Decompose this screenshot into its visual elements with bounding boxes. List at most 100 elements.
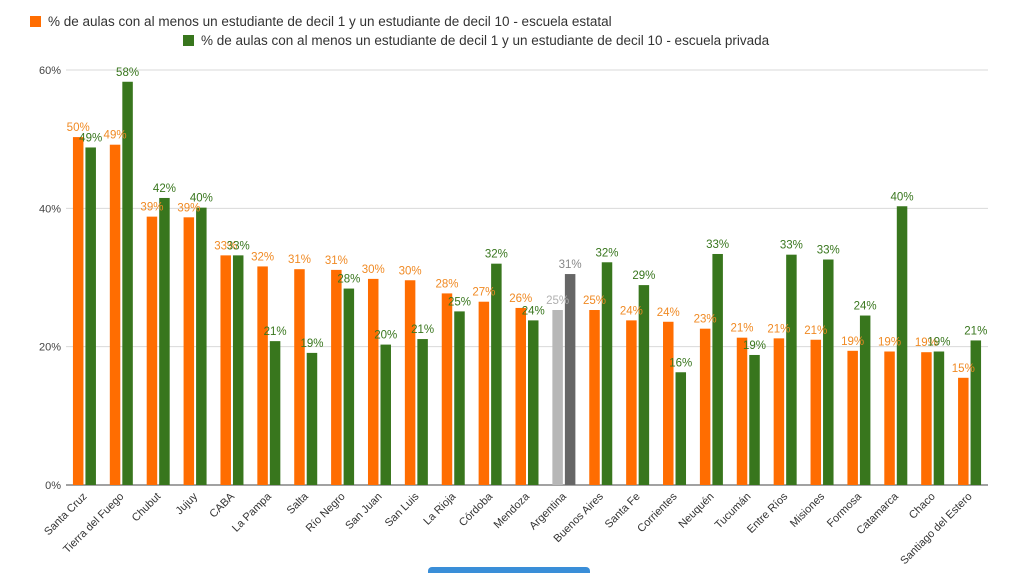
bar-estatal [441,293,453,485]
bar-estatal [367,278,379,485]
bar-estatal [404,280,416,485]
data-label-privada: 21% [411,324,434,336]
bar-estatal [773,338,785,485]
bar-privada [306,352,318,485]
bar-privada [454,311,465,485]
x-tick-label: Corrientes [635,490,680,535]
bar-estatal [72,137,84,485]
data-label-estatal: 32% [251,251,274,263]
bar-estatal [478,301,490,485]
data-label-privada: 21% [964,325,987,337]
data-label-privada: 21% [264,326,287,338]
data-label-estatal: 24% [657,307,680,319]
bar-privada [491,263,502,485]
data-label-estatal: 24% [620,305,643,317]
x-tick-label: Santiago del Estero [898,491,974,567]
bar-estatal [699,328,711,485]
data-label-privada: 24% [854,301,877,313]
bar-privada [417,339,428,485]
data-label-privada: 24% [522,305,545,317]
bar-privada [232,255,244,485]
data-label-estatal: 21% [731,323,754,335]
data-label-estatal: 33% [214,240,237,252]
bar-privada [159,197,170,486]
bar-estatal [589,310,600,485]
chart-legend: % de aulas con al menos un estudiante de… [30,12,769,50]
bar-privada [823,259,834,485]
bar-privada [933,351,945,485]
data-label-privada: 33% [706,239,729,251]
data-label-privada: 32% [485,249,508,261]
grid-lines [66,69,988,486]
bar-privada [528,320,539,485]
bar-estatal [884,351,895,485]
bar-privada [712,253,723,485]
y-axis: 0% 20% 40% 60% [39,65,61,492]
bar-privada [970,340,982,485]
data-label-estatal: 28% [435,278,458,290]
x-tick-label: Chaco [907,491,938,522]
data-label-privada: 49% [79,132,102,144]
bar-estatal [847,350,858,485]
bar-estatal [921,352,932,485]
data-label-privada: 31% [559,259,582,271]
bar-privada [85,147,96,485]
y-tick-label: 60% [39,65,61,77]
x-tick-label: Mendoza [492,490,533,531]
data-label-estatal: 31% [325,255,348,267]
x-tick-label: Neuquén [676,491,716,531]
legend-label-estatal: % de aulas con al menos un estudiante de… [48,14,612,29]
legend-swatch-privada [183,35,194,46]
bar-estatal [331,269,342,485]
data-label-privada: 33% [780,240,803,252]
legend-item-estatal: % de aulas con al menos un estudiante de… [30,12,769,31]
data-label-privada: 40% [891,191,914,203]
bar-privada [564,274,576,485]
bar-estatal [220,255,231,485]
bar-privada [122,81,133,485]
bar-estatal [294,269,305,485]
data-label-estatal: 49% [104,130,127,142]
data-label-estatal: 19% [878,337,901,349]
data-label-privada: 29% [632,270,655,282]
x-tick-label: CABA [207,490,237,520]
data-label-estatal: 19% [841,336,864,348]
bar-privada [786,254,797,485]
bar-estatal [626,320,637,485]
scroll-indicator [428,567,590,573]
bar-privada [380,344,391,485]
data-label-estatal: 39% [177,202,200,214]
data-label-privada: 40% [190,193,213,205]
bar-privada [896,206,908,485]
bar-estatal [109,144,121,485]
x-tick-label: Entre Ríos [745,490,791,536]
data-label-estatal: 23% [694,314,717,326]
legend-item-privada: % de aulas con al menos un estudiante de… [183,31,769,50]
data-label-privada: 33% [817,245,840,257]
x-tick-label: Misiones [788,490,828,530]
x-tick-label: La Pampa [230,490,275,535]
bar-estatal [958,377,969,485]
x-tick-label: Chubut [130,491,164,525]
data-label-estatal: 30% [362,264,385,276]
data-label-estatal: 31% [288,254,311,266]
data-label-privada: 25% [448,296,471,308]
data-label-estatal: 30% [399,265,422,277]
bar-estatal [257,266,268,485]
data-labels: 50%49% 49%58%39%42%39%40%33%33%32%21%31%1… [67,67,988,375]
bar-privada [749,354,760,485]
y-tick-label: 40% [39,203,61,215]
bar-privada [675,372,687,485]
legend-swatch-estatal [30,16,41,27]
data-label-privada: 42% [153,183,176,195]
bar-estatal [810,339,822,485]
x-tick-label: La Rioja [421,490,459,528]
x-tick-label: Salta [285,490,312,517]
bar-estatal [515,307,526,485]
bar-privada [196,207,207,485]
data-label-estatal: 21% [767,323,790,335]
data-label-estatal: 19% [915,337,938,349]
y-tick-label: 0% [45,480,61,492]
